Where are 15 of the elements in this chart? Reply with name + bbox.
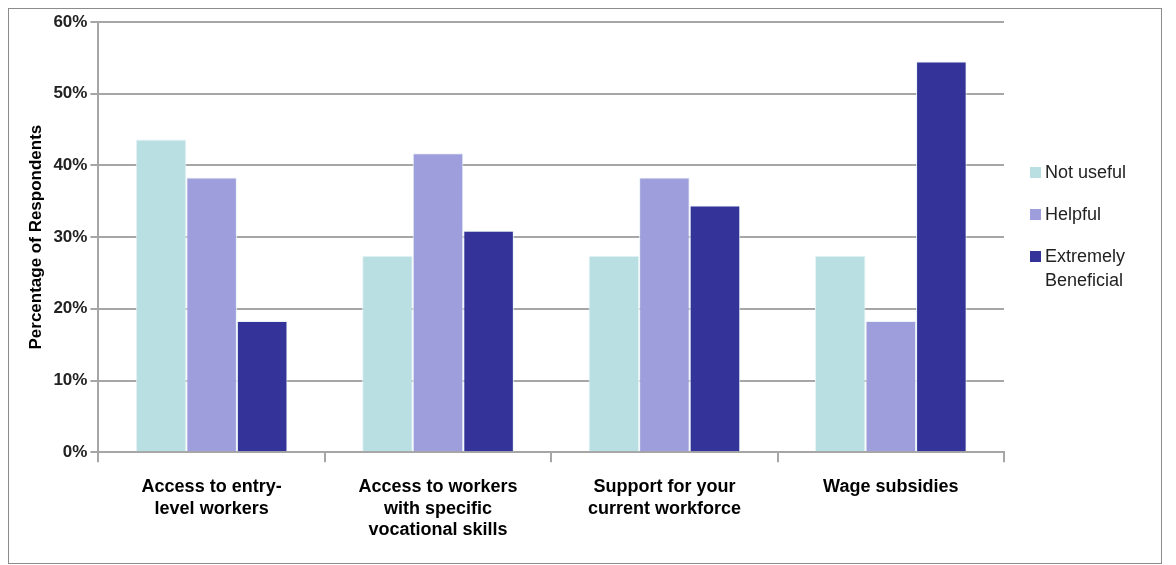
y-tick-label: 20%	[53, 298, 88, 318]
y-tick-label: 50%	[53, 83, 88, 103]
legend-label: Extremely Beneficial	[1045, 245, 1126, 292]
x-tick-label: Access to workers with specific vocational skills	[358, 475, 518, 540]
x-tick-label: Wage subsidies	[823, 475, 959, 496]
x-tick-label: Access to entry-level workers	[141, 475, 282, 518]
y-tick-label: 40%	[53, 155, 88, 175]
x-tick-label: Support for your current workforce	[587, 475, 741, 518]
y-tick-label: 30%	[53, 226, 88, 246]
legend-label: Helpful	[1045, 203, 1102, 226]
y-axis-title: Percentage of Respondents	[25, 124, 45, 350]
y-tick-label: 60%	[53, 11, 88, 31]
y-tick-label: 10%	[53, 370, 88, 390]
y-tick-label: 0%	[62, 441, 88, 461]
legend-label: Not useful	[1045, 161, 1127, 184]
